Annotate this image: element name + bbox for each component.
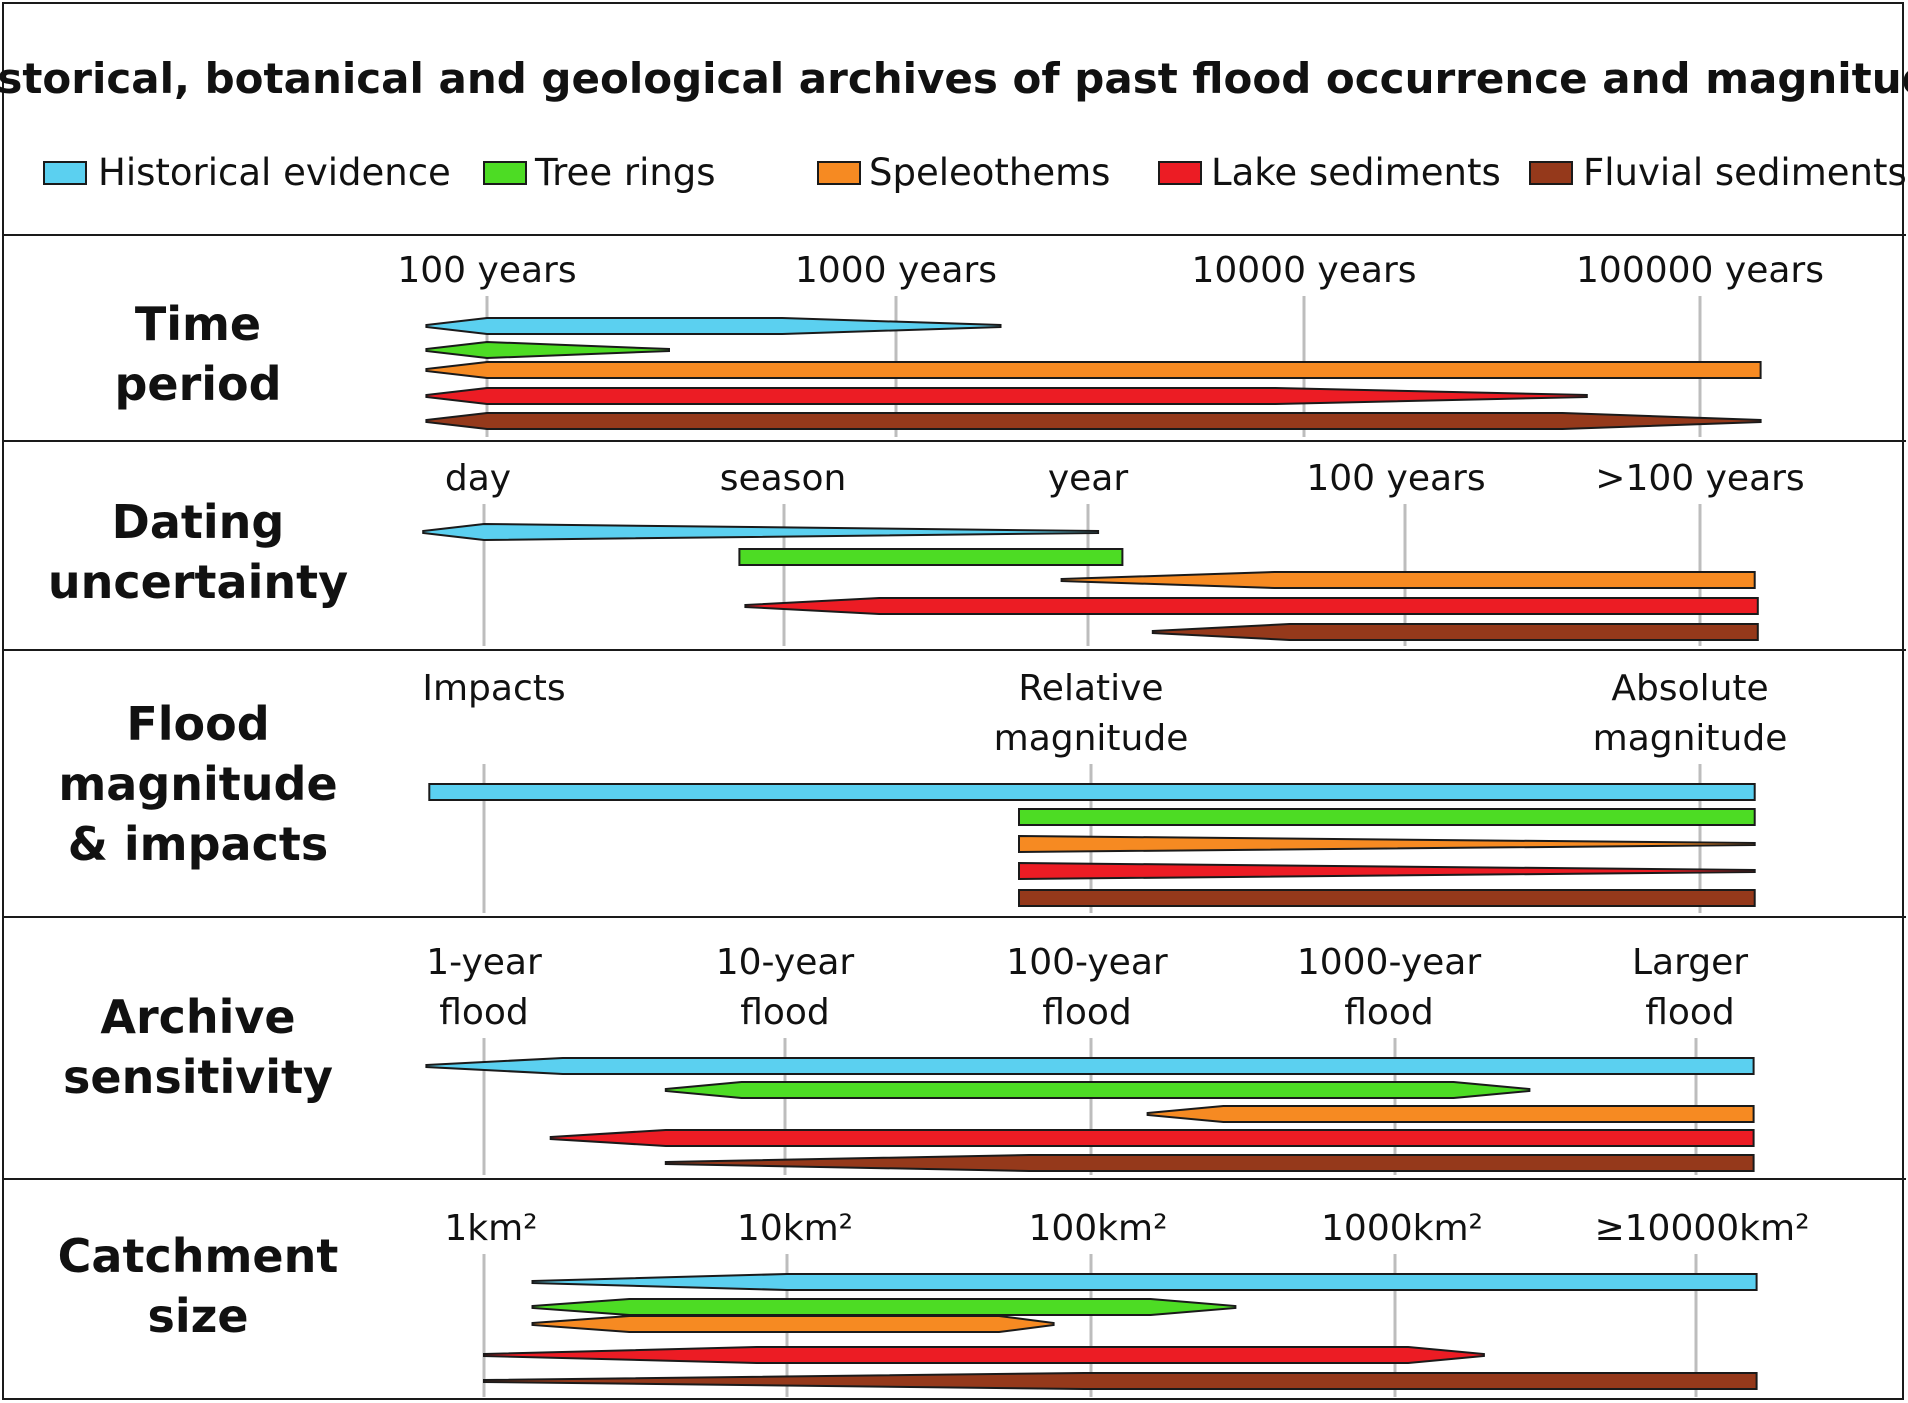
tick-label: 1km² bbox=[444, 1208, 537, 1249]
bar-fluvial bbox=[664, 1154, 1755, 1172]
legend-item-lake: Lake sediments bbox=[1158, 151, 1501, 194]
legend-item-historical: Historical evidence bbox=[43, 151, 451, 194]
panel-3: Flood magnitude & impacts Impacts Relative ma… bbox=[2, 649, 1906, 913]
legend-item-speleo: Speleothems bbox=[817, 151, 1110, 194]
panels: Time period 100 years 1000 years 10000 years… bbox=[2, 234, 1906, 1397]
panel-2: Dating uncertainty day season year 100 years >… bbox=[2, 440, 1906, 646]
tick-label: 100000 years bbox=[1576, 250, 1824, 291]
tick-label: 10-year flood bbox=[716, 942, 855, 1033]
bar-speleo bbox=[531, 1315, 1055, 1333]
tick-label: Absolute magnitude bbox=[1593, 668, 1788, 759]
bar-tree bbox=[1018, 808, 1756, 826]
bar-lake bbox=[744, 597, 1759, 615]
tick-label: 1000km² bbox=[1321, 1208, 1483, 1249]
legend-label-tree: Tree rings bbox=[534, 151, 716, 194]
row-label: Time period bbox=[114, 297, 281, 411]
legend-swatch-lake bbox=[1158, 161, 1202, 185]
bar-historical bbox=[531, 1273, 1758, 1291]
row-label: Archive sensitivity bbox=[63, 990, 333, 1104]
bar-speleo bbox=[425, 361, 1762, 379]
legend-label-speleo: Speleothems bbox=[869, 151, 1110, 194]
bar-lake bbox=[1018, 861, 1756, 881]
bar-fluvial bbox=[425, 412, 1762, 430]
bar-speleo bbox=[1018, 834, 1756, 854]
panel-4: Archive sensitivity 1-year flood 10-year floo… bbox=[2, 916, 1906, 1175]
tick-label: day bbox=[445, 458, 511, 499]
bar-speleo bbox=[1060, 571, 1756, 589]
row-label: Catchment size bbox=[58, 1229, 339, 1343]
bar-tree bbox=[531, 1298, 1237, 1316]
tick-label: year bbox=[1048, 458, 1129, 499]
bar-lake bbox=[549, 1129, 1755, 1147]
bar-speleo bbox=[1146, 1105, 1755, 1123]
tick-label: 1-year flood bbox=[426, 942, 542, 1033]
tick-label: 100 years bbox=[397, 250, 576, 291]
tick-label: season bbox=[720, 458, 847, 499]
bar-fluvial bbox=[483, 1372, 1758, 1390]
tick-label: 100-year flood bbox=[1006, 942, 1168, 1033]
legend: Historical evidence Tree rings Speleothems… bbox=[43, 151, 1907, 194]
bar-historical bbox=[425, 1057, 1755, 1075]
legend-label-fluvial: Fluvial sediments bbox=[1583, 151, 1907, 194]
legend-label-lake: Lake sediments bbox=[1211, 151, 1501, 194]
row-label: Dating uncertainty bbox=[48, 495, 348, 609]
tick-label: 100km² bbox=[1028, 1208, 1167, 1249]
bar-historical bbox=[422, 522, 1100, 542]
legend-item-tree: Tree rings bbox=[483, 151, 716, 194]
tick-label: 1000-year flood bbox=[1297, 942, 1481, 1033]
bar-historical bbox=[425, 317, 1002, 335]
tick-label: 100 years bbox=[1306, 458, 1485, 499]
row-label: Flood magnitude & impacts bbox=[58, 697, 337, 871]
bar-lake bbox=[425, 387, 1588, 405]
legend-swatch-tree bbox=[483, 161, 527, 185]
tick-label: Impacts bbox=[422, 668, 565, 709]
panel-1: Time period 100 years 1000 years 10000 years… bbox=[2, 234, 1906, 437]
legend-swatch-speleo bbox=[817, 161, 861, 185]
bar-tree bbox=[664, 1081, 1531, 1099]
figure-title: Historical, botanical and geological arc… bbox=[0, 54, 1908, 103]
legend-swatch-historical bbox=[43, 161, 87, 185]
tick-label: Relative magnitude bbox=[994, 668, 1189, 759]
bar-lake bbox=[483, 1346, 1485, 1364]
tick-label: 10km² bbox=[737, 1208, 853, 1249]
bar-fluvial bbox=[1018, 889, 1756, 907]
bar-tree bbox=[738, 548, 1124, 566]
tick-label: ≥10000km² bbox=[1594, 1208, 1809, 1249]
bar-fluvial bbox=[1151, 623, 1759, 641]
tick-label: 10000 years bbox=[1191, 250, 1416, 291]
bar-tree bbox=[425, 340, 670, 360]
tick-label: Larger flood bbox=[1632, 942, 1748, 1033]
tick-label: >100 years bbox=[1595, 458, 1804, 499]
bar-historical bbox=[428, 783, 1756, 801]
legend-item-fluvial: Fluvial sediments bbox=[1529, 151, 1907, 194]
legend-swatch-fluvial bbox=[1529, 161, 1573, 185]
tick-label: 1000 years bbox=[795, 250, 997, 291]
panel-5: Catchment size 1km² 10km² 100km² 1000km² ≥1000… bbox=[2, 1178, 1906, 1397]
legend-label-historical: Historical evidence bbox=[98, 151, 451, 194]
